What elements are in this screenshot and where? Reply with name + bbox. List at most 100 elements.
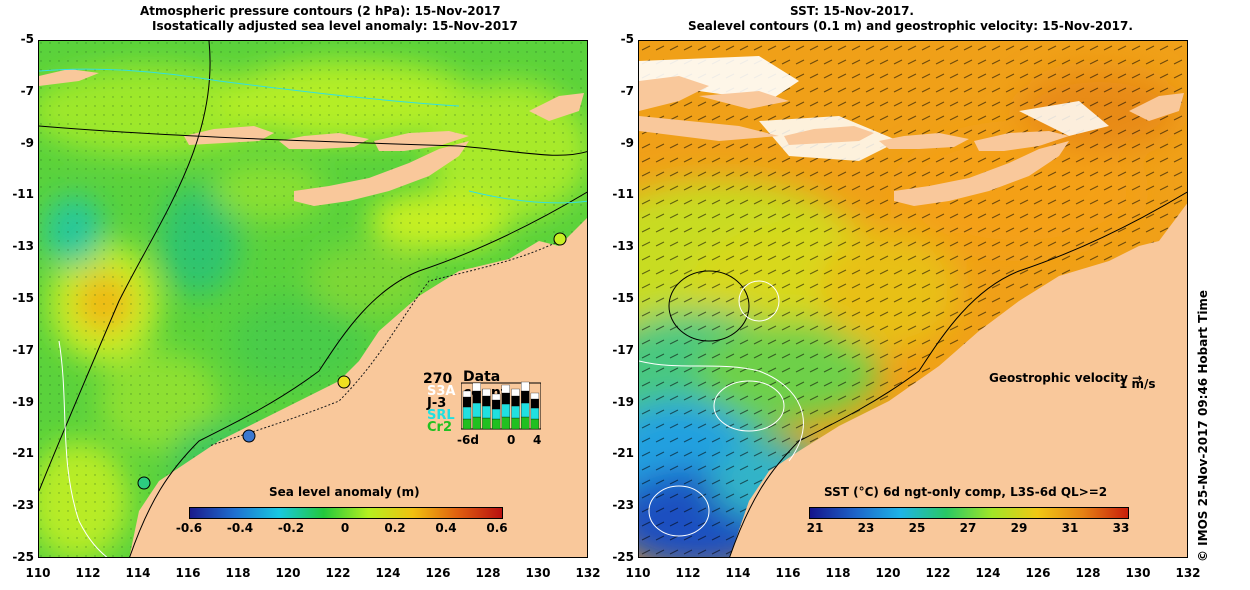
data-count-bar xyxy=(521,416,530,430)
data-count-xtick-zero: 0 xyxy=(507,433,516,447)
latitude-tick-label: -21 xyxy=(12,446,34,461)
longitude-tick-label: 118 xyxy=(825,566,851,580)
left-cbar-tick: -0.6 xyxy=(175,521,203,535)
longitude-tick-label: 120 xyxy=(275,566,301,580)
data-count-bar xyxy=(511,405,520,419)
left-title-line2: Isostatically adjusted sea level anomaly… xyxy=(152,19,518,33)
data-count-bar xyxy=(530,398,540,409)
data-count-bar xyxy=(530,418,540,430)
mission-label-srl: SRL xyxy=(427,408,455,423)
data-count-bar xyxy=(472,390,481,404)
right-cbar-tick: 33 xyxy=(1112,521,1130,535)
data-count-bars xyxy=(461,381,541,430)
data-count-bar xyxy=(462,406,472,420)
latitude-tick-label: -25 xyxy=(612,550,634,564)
latitude-tick-label: -5 xyxy=(20,32,34,46)
left-colorbar xyxy=(189,507,503,519)
longitude-tick-label: 120 xyxy=(875,566,901,580)
right-cbar-tick: 21 xyxy=(806,521,824,535)
velocity-legend: Geostrophic velocity → xyxy=(989,371,1142,385)
data-count-bar xyxy=(530,407,540,420)
tide-gauge-marker xyxy=(137,476,151,490)
latitude-tick-label: -11 xyxy=(12,187,34,202)
data-count-bar xyxy=(482,405,491,419)
right-cbar-tick: 29 xyxy=(1010,521,1028,535)
data-count-bar xyxy=(491,408,501,420)
tide-gauge-marker xyxy=(553,232,567,246)
longitude-tick-label: 126 xyxy=(1025,566,1051,580)
right-cbar-tick: 31 xyxy=(1061,521,1079,535)
latitude-tick-label: -5 xyxy=(620,32,634,46)
data-count-bar xyxy=(472,382,481,392)
right-cbar-tick: 25 xyxy=(908,521,926,535)
right-title-line2: Sealevel contours (0.1 m) and geostrophi… xyxy=(688,19,1133,33)
latitude-tick-label: -17 xyxy=(12,342,34,357)
left-cbar-tick: 0.6 xyxy=(486,521,508,535)
data-count-bar xyxy=(462,418,472,430)
data-count-bar xyxy=(521,390,530,404)
longitude-tick-label: 122 xyxy=(325,566,351,580)
data-count-bar xyxy=(482,395,491,407)
longitude-tick-label: 112 xyxy=(75,566,101,580)
data-count-bar xyxy=(511,417,520,430)
longitude-tick-label: 114 xyxy=(125,566,151,580)
longitude-tick-label: 132 xyxy=(1175,566,1201,580)
tide-gauge-marker xyxy=(337,375,351,389)
latitude-tick-label: -13 xyxy=(612,239,634,254)
latitude-tick-label: -13 xyxy=(12,239,34,254)
right-colorbar-title: SST (°C) 6d ngt-only comp, L3S-6d QL>=2 xyxy=(824,485,1108,499)
data-count-bar xyxy=(482,417,491,430)
latitude-tick-label: -25 xyxy=(12,550,34,564)
latitude-tick-label: -7 xyxy=(20,83,34,98)
longitude-tick-label: 124 xyxy=(375,566,401,580)
longitude-tick-label: 116 xyxy=(175,566,201,580)
credit-text: © IMOS 25-Nov-2017 09:46 Hobart Time xyxy=(1196,289,1210,562)
longitude-tick-label: 128 xyxy=(475,566,501,580)
latitude-tick-label: -17 xyxy=(612,342,634,357)
longitude-tick-label: 130 xyxy=(1125,566,1151,580)
left-colorbar-title: Sea level anomaly (m) xyxy=(269,485,420,499)
longitude-tick-label: 110 xyxy=(25,566,51,580)
left-cbar-tick: 0.2 xyxy=(384,521,406,535)
left-cbar-tick: 0 xyxy=(340,521,350,535)
data-count-bar xyxy=(501,384,510,394)
data-count-bar xyxy=(521,402,530,418)
latitude-tick-label: -21 xyxy=(612,446,634,461)
data-count-bar xyxy=(491,393,501,401)
right-cbar-tick: 23 xyxy=(857,521,875,535)
right-title-line1: SST: 15-Nov-2017. xyxy=(790,4,914,18)
tide-gauge-marker xyxy=(242,429,256,443)
longitude-tick-label: 128 xyxy=(1075,566,1101,580)
longitude-tick-label: 126 xyxy=(425,566,451,580)
longitude-tick-label: 122 xyxy=(925,566,951,580)
data-count-bar xyxy=(511,388,520,397)
right-colorbar xyxy=(809,507,1129,519)
data-count-bar xyxy=(530,392,540,400)
left-cbar-tick: -0.4 xyxy=(226,521,254,535)
longitude-tick-label: 116 xyxy=(775,566,801,580)
sst-field xyxy=(639,41,1187,557)
latitude-tick-label: -15 xyxy=(612,291,634,305)
left-cbar-tick: -0.2 xyxy=(277,521,305,535)
data-count-xtick-end: 4 xyxy=(533,433,542,447)
latitude-tick-label: -23 xyxy=(612,498,634,513)
right-cbar-tick: 27 xyxy=(959,521,977,535)
data-count-bar xyxy=(462,390,472,398)
mission-label-j3: J-3 xyxy=(427,396,447,411)
latitude-tick-label: -11 xyxy=(612,187,634,202)
longitude-tick-label: 112 xyxy=(675,566,701,580)
longitude-tick-label: 118 xyxy=(225,566,251,580)
left-cbar-tick: 0.4 xyxy=(435,521,457,535)
data-count-bar xyxy=(491,418,501,430)
longitude-tick-label: 124 xyxy=(975,566,1001,580)
left-title-line1: Atmospheric pressure contours (2 hPa): 1… xyxy=(140,4,501,18)
sea-level-anomaly-field xyxy=(39,41,587,557)
data-count-max: 270 xyxy=(423,371,453,387)
longitude-tick-label: 110 xyxy=(625,566,651,580)
latitude-tick-label: -9 xyxy=(620,135,634,150)
velocity-legend-label: Geostrophic velocity xyxy=(989,371,1128,385)
velocity-scale-label: 1 m/s xyxy=(1119,377,1156,391)
data-count-bar xyxy=(482,388,491,397)
latitude-tick-label: -19 xyxy=(612,394,634,409)
data-count-bar xyxy=(462,396,472,408)
